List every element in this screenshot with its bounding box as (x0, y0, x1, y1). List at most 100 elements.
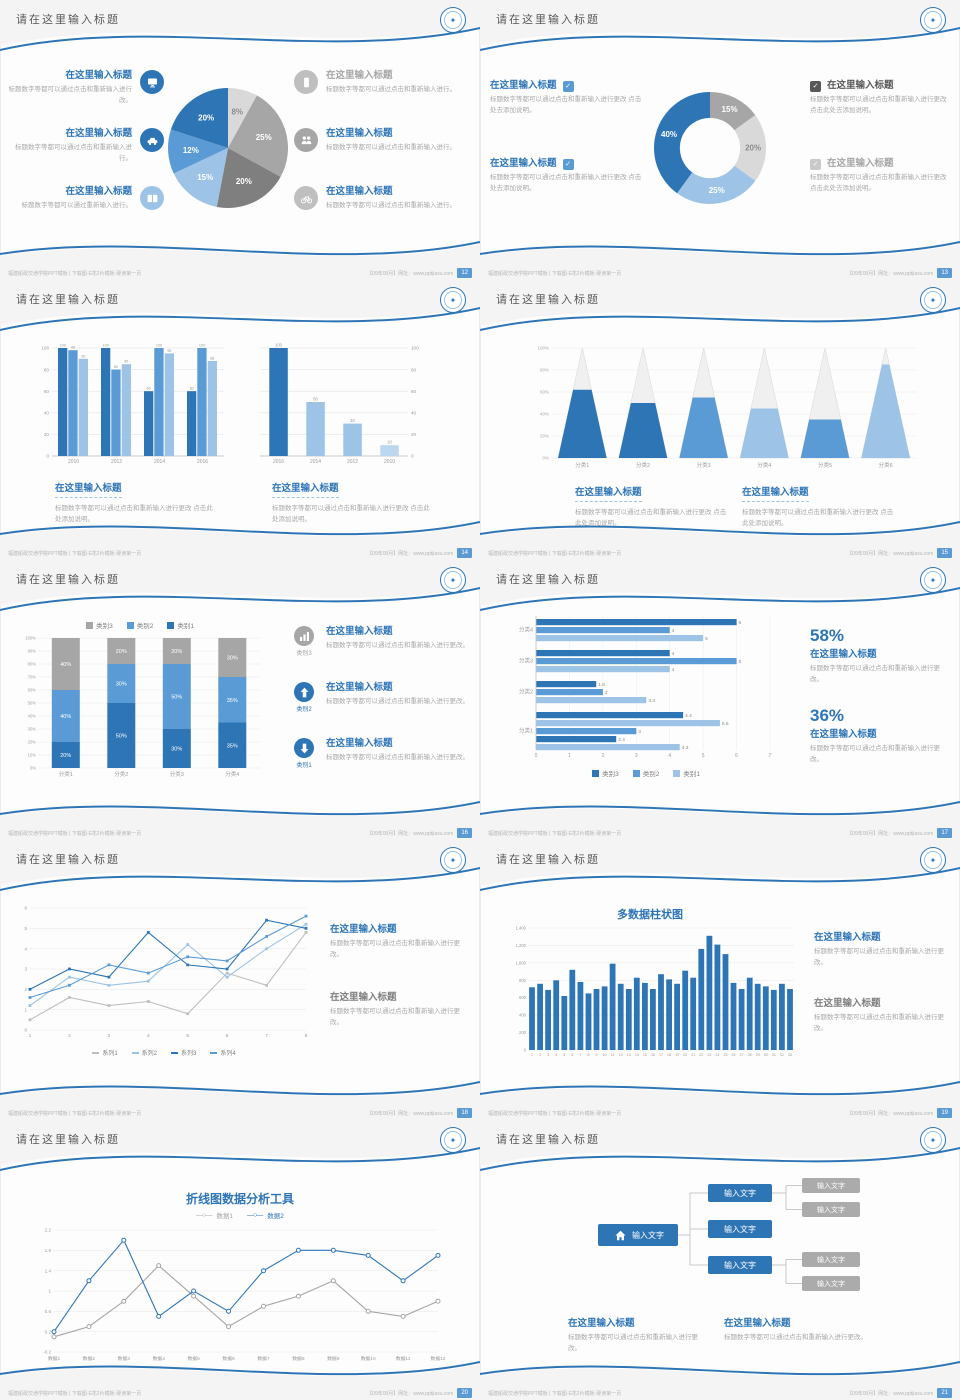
svg-text:17: 17 (659, 1053, 663, 1057)
svg-text:21: 21 (691, 1053, 695, 1057)
category-label: 类别3 (296, 651, 312, 657)
svg-text:23: 23 (707, 1053, 711, 1057)
svg-text:30%: 30% (28, 727, 37, 732)
footer-right-text: 【09年09月】网址：www.pptjiasu.com (367, 830, 454, 837)
item-text: 标题数字等都可以通过点击和重新输入进行更改。 (326, 754, 469, 762)
svg-text:数据1: 数据1 (48, 1355, 61, 1362)
text-block: 在这里输入标题 标题数字等都可以通过点击和重新输入进行更改。 (330, 924, 468, 961)
text-group: 在这里输入标题 标题数字等都可以通过点击和重新输入进行更改 点击处去添加说明。 (490, 80, 642, 117)
svg-text:100: 100 (199, 344, 205, 348)
svg-text:40: 40 (411, 411, 417, 416)
svg-text:6: 6 (226, 1033, 229, 1039)
text-block: 在这里输入标题 标题数字等都可以通过点击和重新输入进行更改 点击此处添加说明。 (742, 482, 897, 530)
svg-text:20%: 20% (28, 740, 37, 745)
svg-text:2: 2 (605, 690, 608, 696)
page-number: 18 (457, 1108, 472, 1118)
svg-text:80: 80 (411, 367, 417, 372)
footer-right-text: 【09年09月】网址：www.pptjiasu.com (367, 1390, 454, 1397)
svg-text:数据8: 数据8 (292, 1355, 305, 1362)
line-analysis-chart: -0.2 0.2 0.6 1 1.4 1.8 2.2 数据1 数据2 数据3 数据4 数据5 数据6 数据… (43, 1228, 446, 1362)
svg-text:4: 4 (672, 667, 675, 673)
list-item: 类别2 在这里输入标题 标题数字等都可以通过点击和重新输入进行更改。 (290, 682, 472, 713)
svg-text:40%: 40% (661, 130, 677, 139)
item-text: 标题数字等都可以通过点击和重新输入进行更改。 (330, 1008, 460, 1027)
page-number: 15 (937, 548, 952, 558)
slide-title: 请在这里输入标题 (16, 854, 120, 866)
svg-text:33: 33 (788, 1053, 792, 1057)
pie-chart-wrap: 8% 25% 20% 15% 12% 20% (166, 86, 290, 215)
legend-item: 类别2 (632, 768, 659, 778)
svg-text:分类4: 分类4 (757, 461, 771, 469)
svg-text:60: 60 (44, 389, 50, 394)
stacked-bar-chart: 0% 10% 20% 30% 40% 50% 60% 70% 80% 90% 100% 20% 40% 4… (25, 636, 260, 778)
people-icon (294, 128, 318, 152)
svg-text:4: 4 (668, 753, 671, 759)
item-title: 在这里输入标题 (326, 70, 393, 81)
item-title: 在这里输入标题 (272, 483, 339, 499)
item-text: 标题数字等都可以通过点击和重新输入进行更改。 (330, 940, 460, 959)
svg-text:3.3: 3.3 (648, 698, 655, 704)
item-title: 在这里输入标题 (490, 158, 557, 169)
bike-icon (294, 186, 318, 210)
svg-text:2: 2 (68, 1033, 71, 1039)
svg-text:100: 100 (41, 346, 49, 351)
slide-21[interactable]: 请在这里输入标题 输入文字 输入文字 输入文字 输入文字 输入文字 输入文字 输… (480, 1120, 960, 1400)
svg-text:26: 26 (732, 1053, 736, 1057)
chart-legend: 数据1 数据2 (60, 1210, 420, 1220)
svg-text:30%: 30% (171, 747, 182, 753)
bar-chart-icon (294, 626, 314, 646)
svg-text:1: 1 (531, 1053, 533, 1057)
legend-item: 系列3 (171, 1048, 196, 1057)
svg-text:2010: 2010 (384, 459, 395, 465)
node: 输入文字 (708, 1220, 772, 1238)
svg-text:100: 100 (156, 344, 162, 348)
item-title: 在这里输入标题 (326, 738, 393, 749)
svg-text:数据12: 数据12 (431, 1355, 446, 1362)
svg-text:0%: 0% (30, 766, 36, 771)
slide-footer: 福建船政交通学院PPT模板 | 下载图·E花2片模板·硬读第一页 【09年09月… (480, 548, 960, 558)
legend-item: 类别1 (673, 768, 700, 778)
footer-right-text: 【09年09月】网址：www.pptjiasu.com (367, 550, 454, 557)
slide-20[interactable]: 请在这里输入标题 折线图数据分析工具 数据1 数据2 -0.2 0.2 0.6 1 1.… (0, 1120, 480, 1400)
svg-text:80%: 80% (540, 368, 549, 373)
slide-19[interactable]: 请在这里输入标题 多数据柱状图 0 200 400 600 800 1,000 1,200 1… (480, 840, 960, 1120)
slide-13[interactable]: 请在这里输入标题 15% 20% 25% 40% 在这里输入标题 标题数字等都可以通过… (480, 0, 960, 280)
footer-left-text: 福建船政交通学院PPT模板 | 下载图·E花2片模板·硬读第一页 (8, 1390, 142, 1397)
svg-text:分类3: 分类3 (170, 770, 184, 778)
slide-title: 请在这里输入标题 (496, 574, 600, 586)
svg-text:2: 2 (539, 1053, 541, 1057)
footer-right-text: 【09年09月】网址：www.pptjiasu.com (847, 830, 934, 837)
item-title: 在这里输入标题 (575, 487, 642, 503)
list-item: 在这里输入标题 标题数字等都可以通过重新输入进行。 (6, 186, 164, 212)
item-text: 标题数字等都可以通过点击和重新输入进行更改。 (326, 698, 469, 706)
item-title: 在这里输入标题 (724, 1318, 791, 1329)
legend-item: 类别3 (86, 620, 113, 630)
school-logo-icon (920, 287, 946, 313)
svg-text:数据3: 数据3 (118, 1355, 131, 1362)
svg-text:20%: 20% (745, 144, 761, 153)
slide-12[interactable]: 请在这里输入标题 8% 25% 20% 15% 12% 20% 在这里输入标题 标题数字等… (0, 0, 480, 280)
svg-text:5: 5 (24, 926, 27, 931)
item-title: 在这里输入标题 (814, 932, 881, 943)
chart-title: 折线图数据分析工具 (185, 1192, 294, 1206)
slide-17[interactable]: 请在这里输入标题 01234567645分类4464分类31.823.3分类24… (480, 560, 960, 840)
slide-16[interactable]: 请在这里输入标题 类别3 类别2 类别1 0% 10% 20% 30% 40% 50% 60… (0, 560, 480, 840)
chart-legend: 类别3 类别2 类别1 (14, 620, 266, 630)
svg-text:0: 0 (24, 1028, 27, 1033)
svg-text:分类3: 分类3 (519, 657, 533, 665)
slide-footer: 福建船政交通学院PPT模板 | 下载图·E花2片模板·硬读第一页 【09年09月… (0, 548, 480, 558)
slide-15[interactable]: 请在这里输入标题 0% 20% 40% 60% 80% 100% 分类1 分类2 分类3 分类4 分… (480, 280, 960, 560)
stat-value: 36% (810, 706, 845, 725)
slide-14[interactable]: 请在这里输入标题 0204060801001009890201010080852… (0, 280, 480, 560)
category-label: 类别1 (296, 763, 312, 769)
slide-footer: 福建船政交通学院PPT模板 | 下载图·E花2片模板·硬读第一页 【09年09月… (0, 268, 480, 278)
stat-block: 36% 在这里输入标题 标题数字等都可以通过点击和重新输入进行更改。 (810, 706, 948, 766)
svg-text:分类1: 分类1 (59, 770, 73, 778)
chart-title: 多数据柱状图 (617, 909, 683, 921)
slide-footer: 福建船政交通学院PPT模板 | 下载图·E花2片模板·硬读第一页 【09年09月… (0, 1388, 480, 1398)
svg-text:50%: 50% (116, 734, 127, 740)
svg-text:20: 20 (411, 432, 417, 437)
svg-text:14: 14 (635, 1053, 639, 1057)
svg-text:2: 2 (24, 987, 27, 992)
